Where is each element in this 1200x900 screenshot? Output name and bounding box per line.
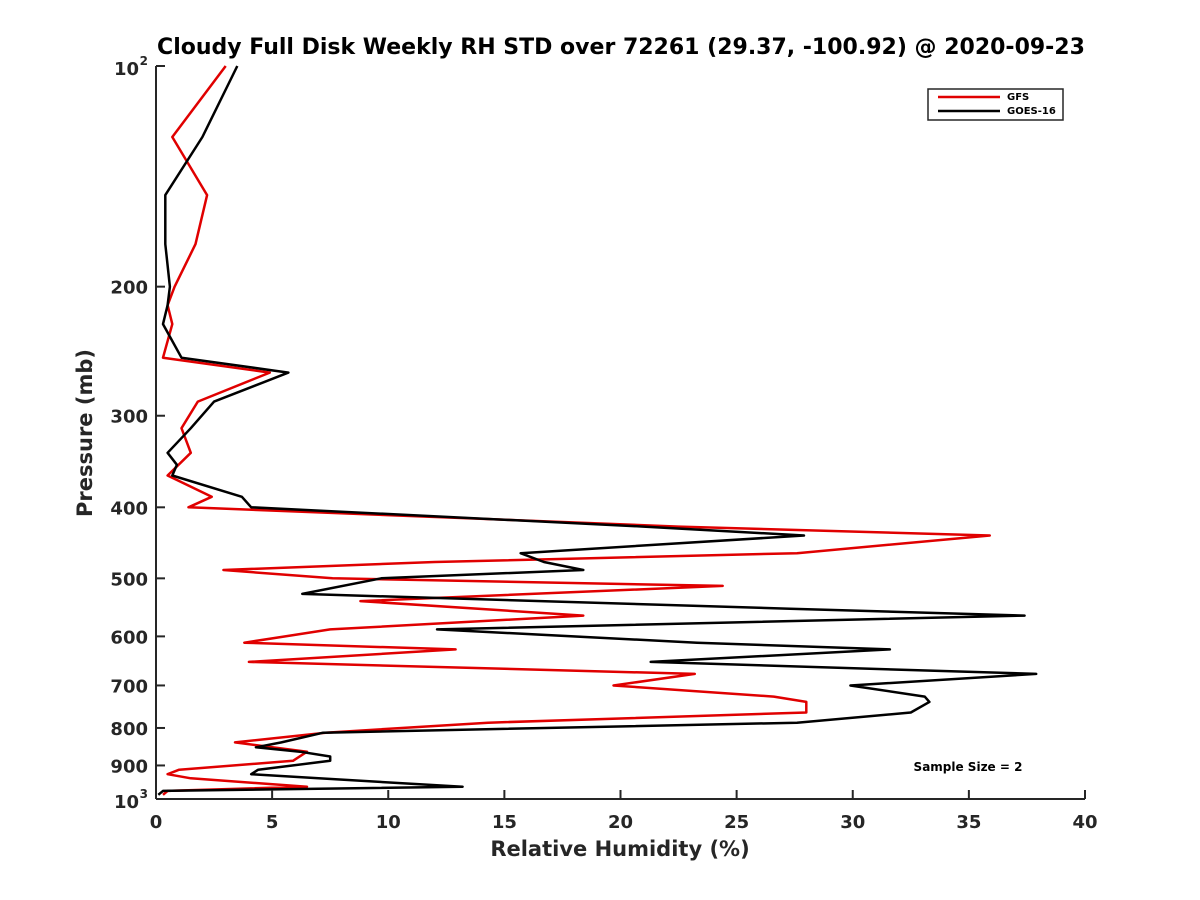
y-tick-label: 10 <box>114 792 139 813</box>
x-tick-label: 0 <box>150 812 163 833</box>
sample-size-annotation: Sample Size = 2 <box>914 760 1023 774</box>
legend-box <box>927 88 1064 121</box>
legend-label-goes16: GOES-16 <box>1007 106 1056 117</box>
chart-title: Cloudy Full Disk Weekly RH STD over 7226… <box>157 35 1085 60</box>
x-tick-label: 10 <box>376 812 401 833</box>
x-tick-label: 20 <box>608 812 633 833</box>
legend: GFS GOES-16 <box>927 88 1064 121</box>
y-tick-label: 10 <box>114 59 139 80</box>
y-tick-label: 800 <box>110 719 148 740</box>
y-tick-label: 200 <box>110 278 148 299</box>
x-tick-label: 5 <box>266 812 279 833</box>
y-tick-label: 700 <box>110 676 148 697</box>
x-tick-label: 35 <box>956 812 981 833</box>
series-line-goes16 <box>157 65 1038 796</box>
x-axis-ticks: 0 5 10 15 20 25 30 35 40 <box>150 790 1098 833</box>
y-tick-label: 300 <box>110 407 148 428</box>
series-layer <box>157 65 1038 796</box>
x-tick-label: 30 <box>840 812 865 833</box>
x-axis-label: Relative Humidity (%) <box>490 837 749 861</box>
y-tick-label: 500 <box>110 569 148 590</box>
legend-label-gfs: GFS <box>1007 92 1029 103</box>
x-tick-label: 40 <box>1072 812 1097 833</box>
y-tick-exponent: 3 <box>140 787 148 801</box>
y-tick-label: 900 <box>110 756 148 777</box>
x-tick-label: 25 <box>724 812 749 833</box>
y-axis-label: Pressure (mb) <box>73 349 97 517</box>
y-tick-label: 600 <box>110 627 148 648</box>
y-tick-label: 400 <box>110 498 148 519</box>
x-tick-label: 15 <box>492 812 517 833</box>
y-tick-exponent: 2 <box>140 54 148 68</box>
